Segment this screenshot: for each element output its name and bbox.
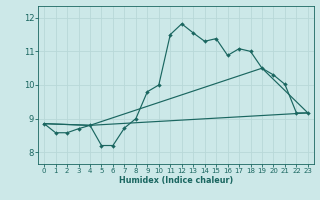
X-axis label: Humidex (Indice chaleur): Humidex (Indice chaleur) bbox=[119, 176, 233, 185]
